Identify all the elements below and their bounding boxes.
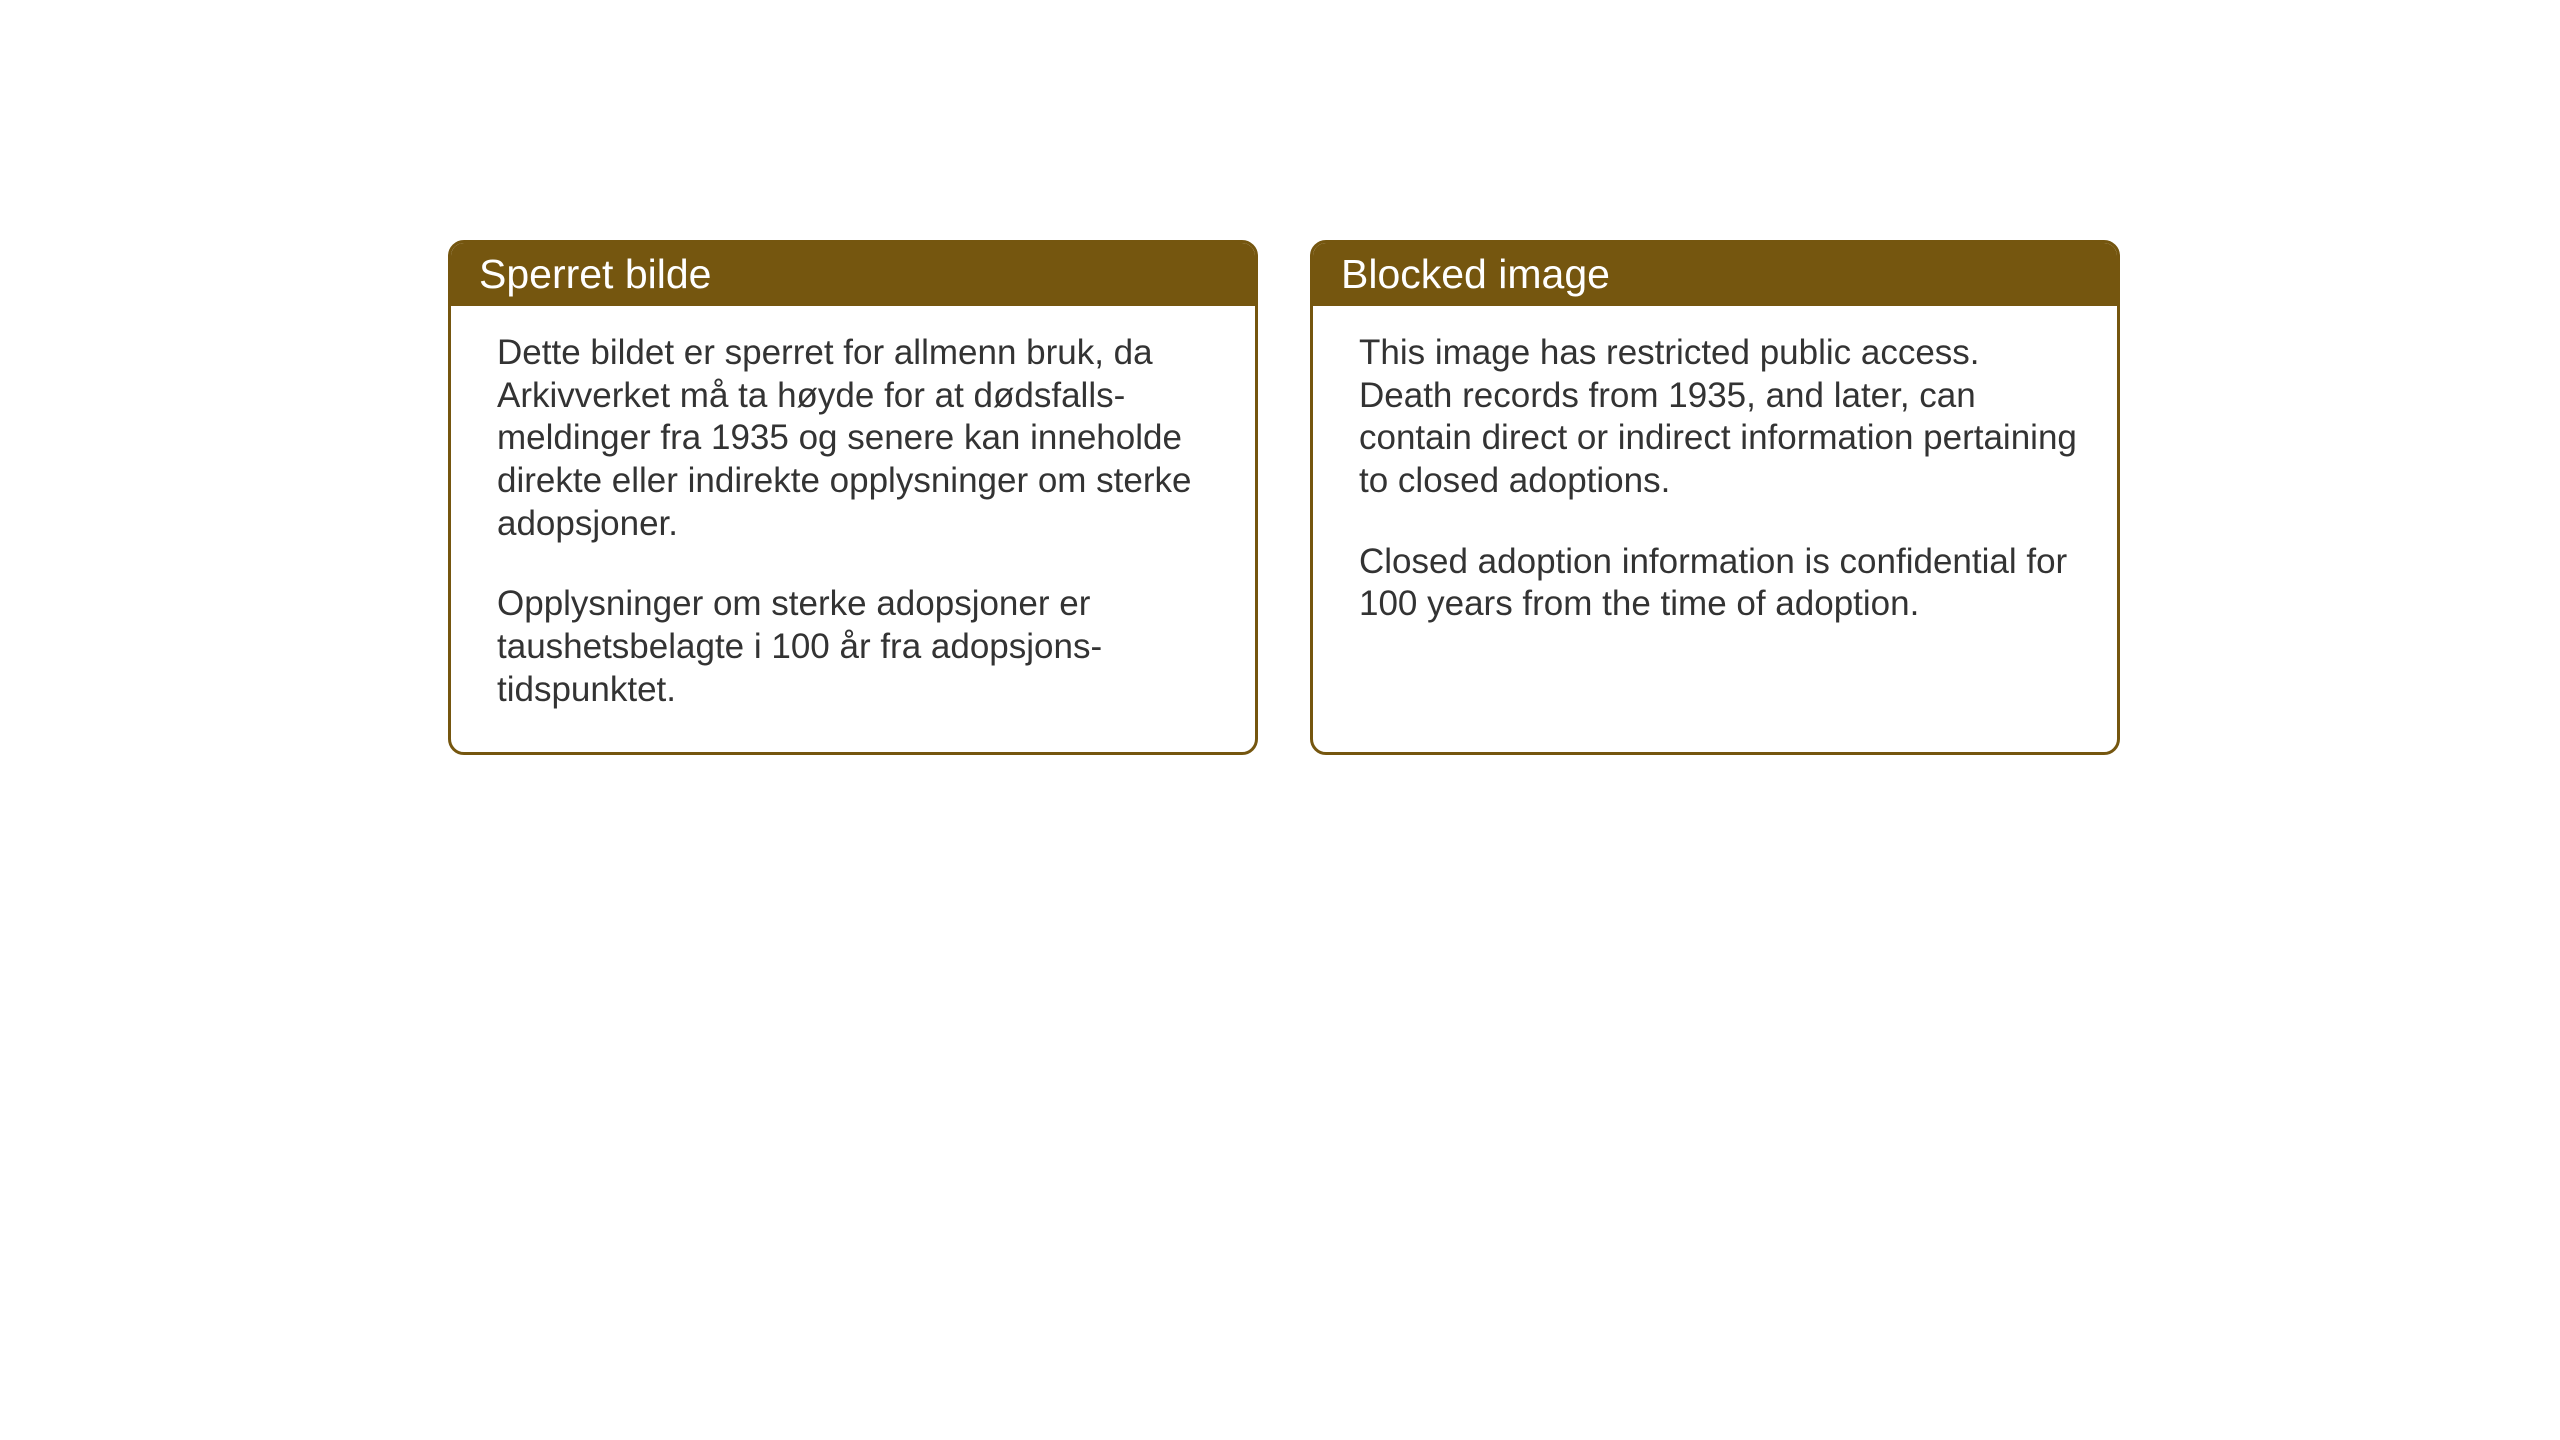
panels-container: Sperret bilde Dette bildet er sperret fo… bbox=[448, 240, 2120, 755]
panel-header-english: Blocked image bbox=[1313, 243, 2117, 306]
norwegian-paragraph-2: Opplysninger om sterke adopsjoner er tau… bbox=[497, 583, 1215, 711]
english-paragraph-1: This image has restricted public access.… bbox=[1359, 332, 2077, 503]
panel-english: Blocked image This image has restricted … bbox=[1310, 240, 2120, 755]
panel-body-norwegian: Dette bildet er sperret for allmenn bruk… bbox=[451, 306, 1255, 752]
english-paragraph-2: Closed adoption information is confident… bbox=[1359, 541, 2077, 626]
panel-norwegian: Sperret bilde Dette bildet er sperret fo… bbox=[448, 240, 1258, 755]
panel-header-norwegian: Sperret bilde bbox=[451, 243, 1255, 306]
norwegian-paragraph-1: Dette bildet er sperret for allmenn bruk… bbox=[497, 332, 1215, 545]
panel-body-english: This image has restricted public access.… bbox=[1313, 306, 2117, 666]
